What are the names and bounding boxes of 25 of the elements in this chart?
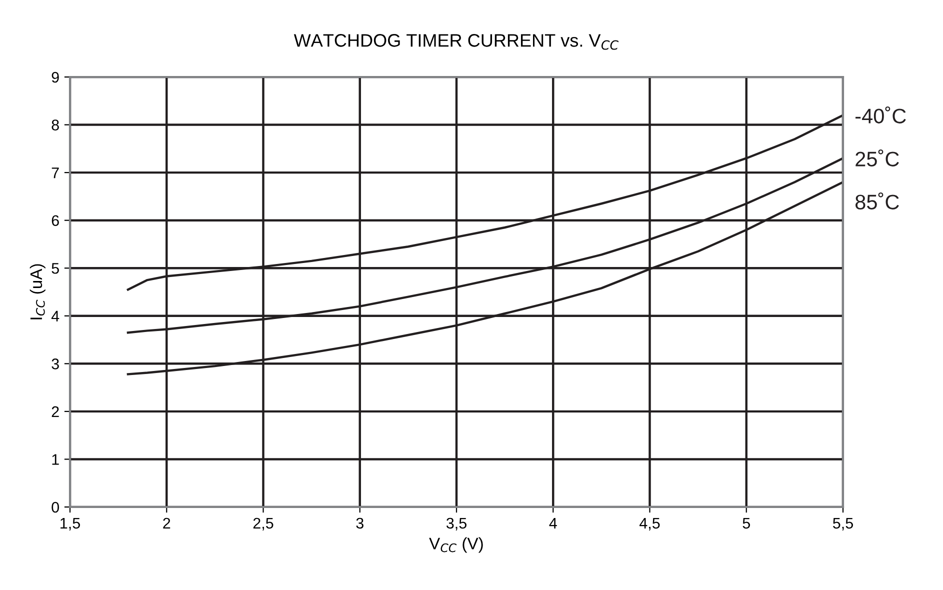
- x-tick-label: 4,5: [639, 518, 660, 530]
- series-label: 25˚C: [856, 149, 899, 166]
- x-tick-label: 5: [742, 518, 750, 529]
- x-tick-label: 3: [356, 518, 364, 529]
- y-tick-label: 9: [52, 72, 59, 83]
- chart-title: WATCHDOG TIMER CURRENT vs. V$_{CC}$: [294, 34, 619, 50]
- x-tick-label: 2: [163, 518, 170, 528]
- y-tick-label: 4: [51, 310, 60, 322]
- x-tick-label: 5,5: [832, 518, 853, 530]
- x-tick-label: 1,5: [60, 518, 80, 530]
- y-tick-label: 6: [52, 215, 59, 226]
- series-label: -40˚C: [856, 106, 906, 124]
- x-tick-label: 2,5: [253, 518, 274, 530]
- y-tick-label: 7: [52, 168, 59, 178]
- y-tick-label: 3: [52, 358, 59, 370]
- x-axis-title: V$_{CC}$ (V): [429, 537, 483, 553]
- series-label: 85˚C: [856, 192, 899, 210]
- y-tick-label: 1: [52, 454, 59, 465]
- x-tick-label: 3,5: [446, 518, 466, 530]
- y-tick-label: 8: [52, 120, 59, 130]
- y-tick-label: 2: [52, 406, 59, 417]
- y-tick-label: 0: [52, 502, 59, 513]
- y-tick-label: 5: [52, 263, 59, 274]
- y-axis-title: I$_{CC}$ (uA): [30, 264, 46, 320]
- x-tick-label: 4: [549, 518, 557, 528]
